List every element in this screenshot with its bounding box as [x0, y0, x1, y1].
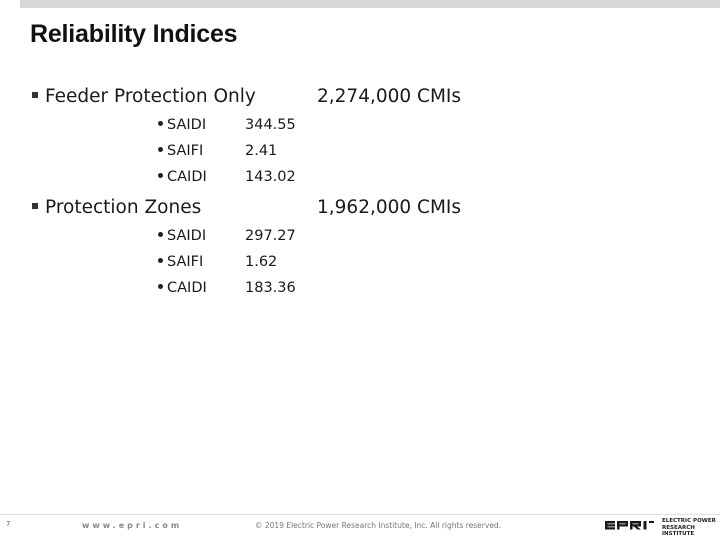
round-bullet-icon	[158, 231, 163, 237]
metric-value: 183.36	[245, 280, 296, 296]
metric-name: SAIDI	[158, 117, 206, 133]
section-cmis: 2,274,000 CMIs	[317, 86, 462, 107]
metric-name: CAIDI	[158, 280, 207, 296]
logo-wordmark: ELECTRIC POWER RESEARCH INSTITUTE	[662, 518, 720, 538]
slide-title: Reliability Indices	[30, 20, 238, 48]
footer-divider	[0, 514, 720, 515]
logo-line: RESEARCH INSTITUTE	[662, 524, 695, 538]
metric-name: SAIFI	[158, 254, 203, 270]
section-label: Protection Zones	[45, 197, 202, 218]
metric-label: SAIFI	[167, 143, 204, 159]
metric-name: SAIDI	[158, 228, 206, 244]
metric-value: 297.27	[245, 228, 296, 244]
round-bullet-icon	[158, 120, 163, 126]
section-cmis: 1,962,000 CMIs	[317, 197, 462, 218]
top-band	[0, 0, 720, 8]
metric-label: SAIDI	[167, 117, 207, 133]
metric-label: SAIFI	[167, 254, 204, 270]
round-bullet-icon	[158, 283, 163, 289]
metric-value: 2.41	[245, 143, 278, 159]
metric-name: SAIFI	[158, 143, 203, 159]
square-bullet-icon	[32, 203, 38, 209]
square-bullet-icon	[32, 92, 38, 98]
top-band-gap	[0, 0, 20, 8]
metric-label: SAIDI	[167, 228, 207, 244]
logo-line: ELECTRIC POWER	[662, 518, 716, 524]
copyright-text: © 2019 Electric Power Research Institute…	[255, 521, 502, 530]
website-link[interactable]: www.epri.com	[82, 521, 183, 530]
section-protection-zones: Protection Zones	[32, 197, 201, 218]
metric-value: 1.62	[245, 254, 278, 270]
section-feeder-protection: Feeder Protection Only	[32, 86, 256, 107]
page-number: 7	[6, 520, 11, 528]
round-bullet-icon	[158, 172, 163, 178]
metric-value: 143.02	[245, 169, 296, 185]
round-bullet-icon	[158, 257, 163, 263]
metric-name: CAIDI	[158, 169, 207, 185]
metric-value: 344.55	[245, 117, 296, 133]
round-bullet-icon	[158, 146, 163, 152]
epri-logo-icon	[605, 521, 654, 530]
metric-label: CAIDI	[167, 169, 207, 185]
metric-label: CAIDI	[167, 280, 207, 296]
section-label: Feeder Protection Only	[45, 86, 256, 107]
